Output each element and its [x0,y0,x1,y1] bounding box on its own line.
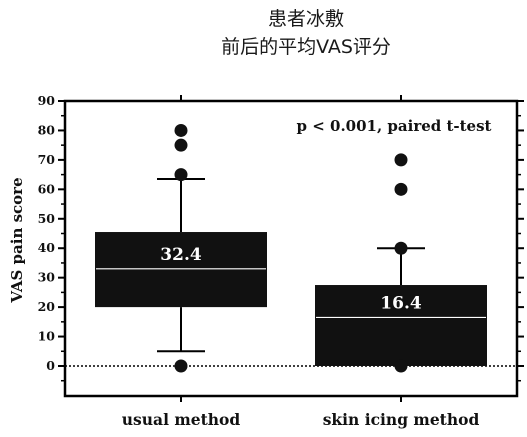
y-tick-label: 90 [38,93,56,108]
outlier-point [174,359,188,373]
significance-annotation: p < 0.001, paired t-test [297,117,492,135]
y-tick-label: 40 [38,240,56,255]
x-axis-ticks-top [180,95,402,101]
y-axis-ticks-left [58,100,65,382]
outlier-point [174,138,188,152]
x-axis-ticks-bottom [180,396,402,402]
chart-title-line-2: 前后的平均VAS评分 [221,36,391,58]
mean-value-label: 16.4 [380,293,422,313]
outlier-point [394,153,408,167]
y-axis-title: VAS pain score [8,177,26,303]
y-tick-label: 20 [38,299,56,314]
box-group: 16.4 [315,153,487,373]
outlier-point [174,123,188,137]
outlier-point [394,182,408,196]
outlier-point [394,359,408,373]
chart-title-line-1: 患者冰敷 [268,8,344,30]
mean-value-label: 32.4 [160,245,202,265]
y-axis-tick-labels: 0 10 20 30 40 50 60 70 80 90 [38,93,56,373]
category-label: skin icing method [323,410,480,429]
outlier-point [174,168,188,182]
y-axis-ticks-right [517,100,524,382]
y-tick-label: 10 [38,329,56,344]
outlier-point [394,241,408,255]
y-tick-label: 30 [38,270,56,285]
y-tick-label: 70 [38,152,56,167]
y-tick-label: 50 [38,211,56,226]
category-label: usual method [122,410,241,429]
y-tick-label: 80 [38,122,56,137]
interquartile-box [315,285,487,366]
x-axis-category-labels: usual method skin icing method [122,410,480,429]
y-tick-label: 0 [46,358,55,373]
box-group: 32.4 [95,123,267,373]
interquartile-box [95,232,267,308]
y-tick-label: 60 [38,181,56,196]
box-plot-groups: 32.4 16.4 [95,123,487,373]
